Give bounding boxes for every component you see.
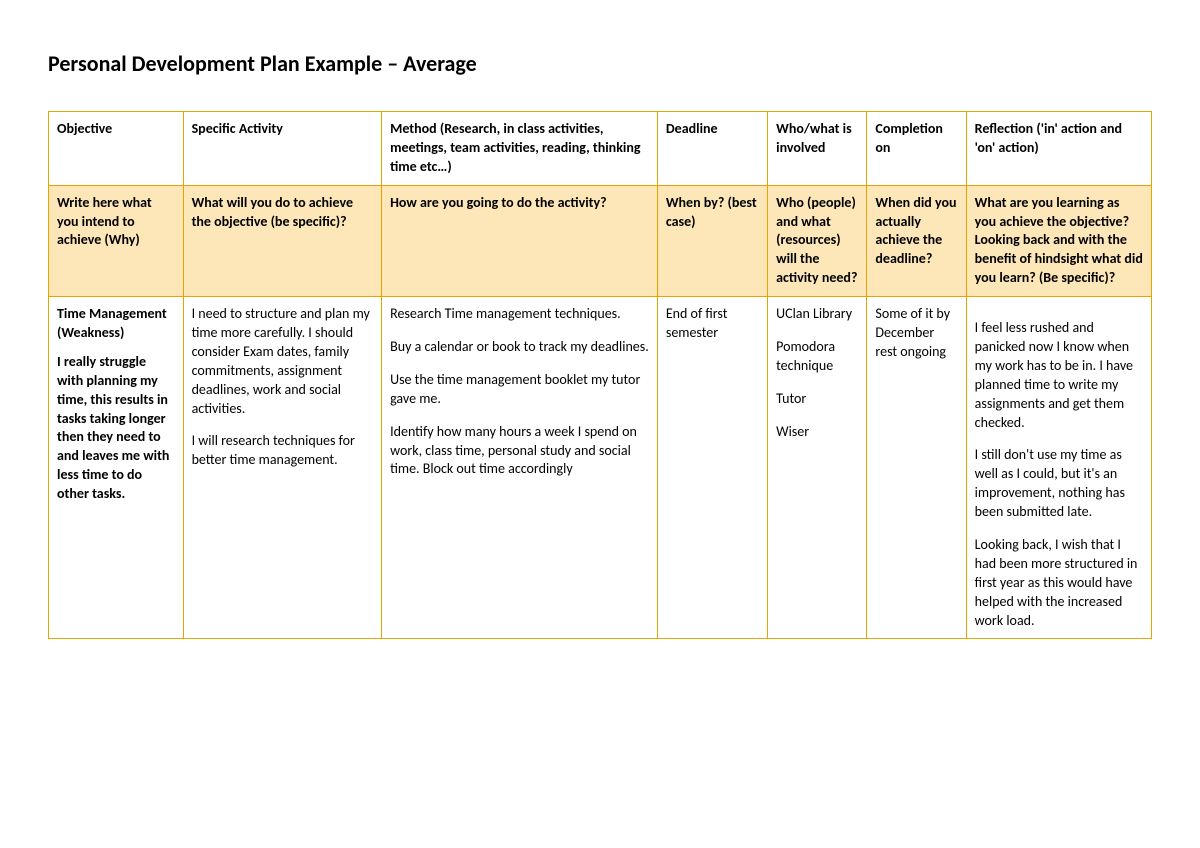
guide-deadline: When by? (best case) — [657, 185, 767, 296]
reflection-para: I feel less rushed and panicked now I kn… — [975, 319, 1143, 432]
who-item: Tutor — [776, 390, 858, 409]
method-para: Use the time management booklet my tutor… — [390, 371, 649, 409]
pdp-table: Objective Specific Activity Method (Rese… — [48, 111, 1152, 639]
cell-method: Research Time management techniques. Buy… — [382, 297, 658, 639]
guide-method: How are you going to do the activity? — [382, 185, 658, 296]
reflection-para: I still don't use my time as well as I c… — [975, 446, 1143, 522]
col-objective: Objective — [49, 112, 184, 186]
col-activity: Specific Activity — [183, 112, 382, 186]
who-item: UClan Library — [776, 305, 858, 324]
page-title: Personal Development Plan Example – Aver… — [48, 50, 1152, 77]
guide-reflection: What are you learning as you achieve the… — [966, 185, 1151, 296]
guide-activity: What will you do to achieve the objectiv… — [183, 185, 382, 296]
col-deadline: Deadline — [657, 112, 767, 186]
table-row: Time Management (Weakness) I really stru… — [49, 297, 1152, 639]
objective-title: Time Management (Weakness) — [57, 305, 175, 343]
cell-objective: Time Management (Weakness) I really stru… — [49, 297, 184, 639]
activity-para: I need to structure and plan my time mor… — [192, 305, 374, 418]
col-reflection: Reflection ('in' action and 'on' action) — [966, 112, 1151, 186]
who-item: Pomodora technique — [776, 338, 858, 376]
objective-desc: I really struggle with planning my time,… — [57, 353, 175, 504]
col-completion: Completion on — [867, 112, 966, 186]
method-para: Identify how many hours a week I spend o… — [390, 423, 649, 480]
guide-who: Who (people) and what (resources) will t… — [768, 185, 867, 296]
activity-para: I will research techniques for better ti… — [192, 432, 374, 470]
method-para: Buy a calendar or book to track my deadl… — [390, 338, 649, 357]
reflection-para: Looking back, I wish that I had been mor… — [975, 536, 1143, 630]
cell-completion: Some of it by December rest ongoing — [867, 297, 966, 639]
method-para: Research Time management techniques. — [390, 305, 649, 324]
header-row: Objective Specific Activity Method (Rese… — [49, 112, 1152, 186]
cell-reflection: I feel less rushed and panicked now I kn… — [966, 297, 1151, 639]
col-method: Method (Research, in class activities, m… — [382, 112, 658, 186]
guide-row: Write here what you intend to achieve (W… — [49, 185, 1152, 296]
col-who: Who/what is involved — [768, 112, 867, 186]
cell-deadline: End of first semester — [657, 297, 767, 639]
who-item: Wiser — [776, 423, 858, 442]
cell-who: UClan Library Pomodora technique Tutor W… — [768, 297, 867, 639]
guide-completion: When did you actually achieve the deadli… — [867, 185, 966, 296]
guide-objective: Write here what you intend to achieve (W… — [49, 185, 184, 296]
cell-activity: I need to structure and plan my time mor… — [183, 297, 382, 639]
col-method-main: Method — [390, 120, 437, 137]
